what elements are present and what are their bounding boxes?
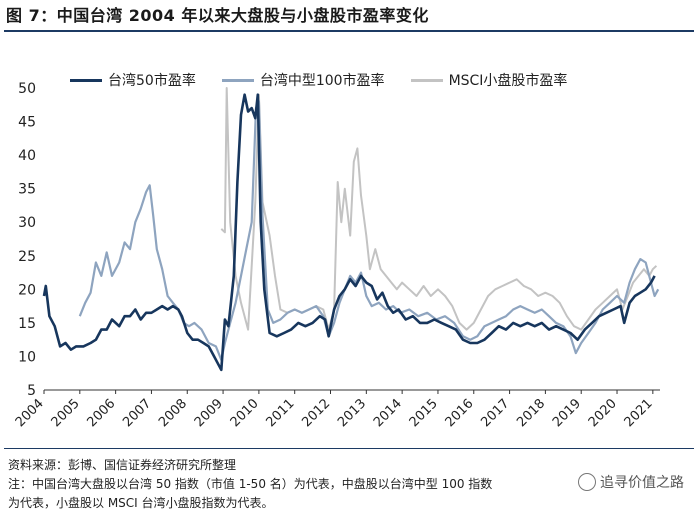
chart-legend: 台湾50市盈率 台湾中型100市盈率 MSCI小盘股市盈率 [70,70,567,90]
x-tick-label-2014: 2014 [371,396,405,430]
legend-swatch-small [410,78,443,82]
legend-item-mid: 台湾中型100市盈率 [221,70,385,90]
y-tick-label-50: 50 [18,81,36,97]
legend-label-mid: 台湾中型100市盈率 [259,73,385,89]
x-tick-label-2021: 2021 [622,396,656,430]
x-tick-label-2016: 2016 [443,396,477,430]
legend-item-large: 台湾50市盈率 [70,70,196,90]
legend-label-large: 台湾50市盈率 [108,73,196,89]
y-tick-label-15: 15 [18,316,36,332]
x-tick-label-2004: 2004 [13,396,47,430]
y-tick-label-5: 5 [27,383,36,399]
footer-rule [4,448,694,449]
y-tick-label-40: 40 [18,148,36,164]
footnote-line-2: 为代表，小盘股以 MSCI 台湾小盘股指数为代表。 [8,496,274,510]
x-tick-label-2013: 2013 [335,396,369,430]
y-tick-label-20: 20 [18,282,36,298]
watermark: 追寻价值之路 [574,472,688,492]
x-tick-label-2010: 2010 [228,396,262,430]
x-tick-label-2007: 2007 [120,396,154,430]
legend-swatch-large [70,78,102,82]
y-tick-label-45: 45 [18,115,36,131]
x-tick-label-2006: 2006 [84,396,118,430]
x-tick-label-2012: 2012 [299,396,333,430]
x-tick-label-2017: 2017 [478,396,512,430]
y-tick-label-30: 30 [18,215,36,231]
series-line-large [42,93,656,372]
x-tick-label-2008: 2008 [156,396,190,430]
legend-swatch-mid [221,78,254,82]
x-tick-label-2020: 2020 [586,396,620,430]
x-tick-label-2015: 2015 [407,396,441,430]
y-tick-label-10: 10 [18,349,36,365]
x-tick-label-2018: 2018 [514,396,548,430]
y-tick-label-25: 25 [18,249,36,265]
y-tick-label-35: 35 [18,182,36,198]
x-tick-label-2009: 2009 [192,396,226,430]
legend-item-small: MSCI小盘股市盈率 [410,70,568,90]
figure-title: 图 7：中国台湾 2004 年以来大盘股与小盘股市盈率变化 [6,6,429,25]
source-note: 资料来源：彭博、国信证券经济研究所整理 [8,458,237,472]
watermark-text: 追寻价值之路 [600,475,684,491]
x-tick-label-2005: 2005 [49,396,83,430]
x-tick-label-2019: 2019 [550,396,584,430]
legend-label-small: MSCI小盘股市盈率 [448,73,568,89]
series-line-small [220,87,658,331]
x-tick-label-2011: 2011 [264,396,298,430]
title-rule [4,30,694,32]
footnote-line-1: 注：中国台湾大盘股以台湾 50 指数（市值 1-50 名）为代表，中盘股以台湾中… [8,477,493,491]
wechat-icon [578,473,596,491]
